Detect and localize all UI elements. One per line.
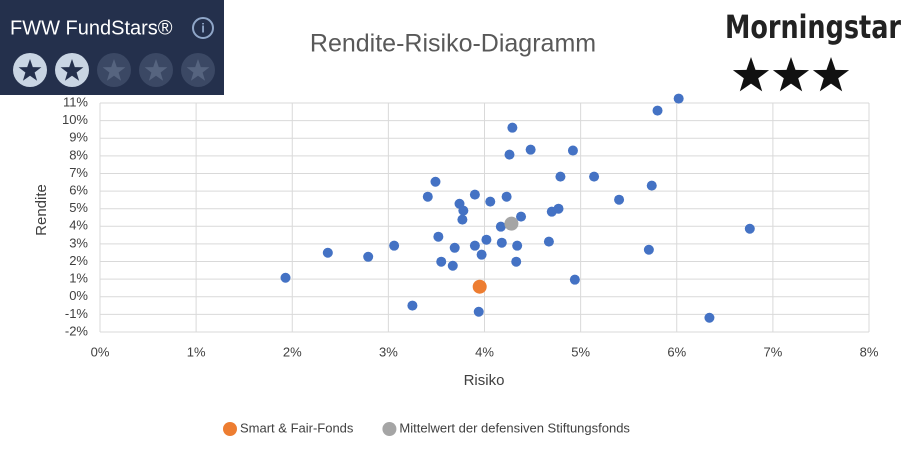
y-tick-label: -2%	[65, 323, 89, 338]
point	[652, 105, 663, 116]
point	[389, 240, 400, 251]
point	[469, 240, 480, 251]
point	[481, 234, 492, 245]
point	[507, 122, 518, 133]
y-tick-label: 5%	[69, 200, 88, 215]
x-tick-label: 5%	[571, 344, 590, 359]
morningstar-title: Morningstar	[725, 8, 902, 46]
point	[553, 203, 564, 214]
x-tick-label: 6%	[667, 344, 686, 359]
point	[704, 312, 715, 323]
point	[673, 93, 684, 104]
legend-marker	[382, 422, 397, 436]
y-tick-label: -1%	[65, 306, 89, 321]
point	[569, 274, 580, 285]
point	[555, 171, 566, 182]
morningstar-star	[812, 57, 850, 92]
y-tick-label: 0%	[69, 288, 88, 303]
info-icon-i: i	[201, 20, 205, 35]
point	[614, 194, 625, 205]
point	[407, 300, 418, 311]
y-tick-label: 6%	[69, 183, 88, 198]
point	[457, 214, 468, 225]
legend-label: Smart & Fair-Fonds	[240, 420, 354, 435]
point	[589, 171, 600, 182]
point	[516, 211, 527, 222]
point	[511, 256, 522, 267]
x-axis-label: Risiko	[464, 372, 505, 389]
y-tick-label: 1%	[69, 271, 88, 286]
fww-star	[144, 59, 168, 81]
point	[504, 149, 515, 160]
y-tick-label: 2%	[69, 253, 88, 268]
fww-star	[60, 59, 84, 81]
point	[501, 191, 512, 202]
point	[469, 189, 480, 200]
y-tick-label: 3%	[69, 235, 88, 250]
point	[495, 221, 506, 232]
x-tick-label: 4%	[475, 344, 494, 359]
point	[436, 256, 447, 267]
point	[525, 144, 536, 155]
point	[363, 251, 374, 262]
point	[472, 279, 487, 294]
point	[543, 236, 554, 247]
point	[473, 306, 484, 317]
y-tick-label: 10%	[62, 112, 88, 127]
point	[449, 242, 460, 253]
y-tick-label: 8%	[69, 147, 88, 162]
y-axis-label: Rendite	[33, 184, 50, 236]
y-tick-label: 4%	[69, 218, 88, 233]
point	[433, 231, 444, 242]
point	[458, 205, 469, 216]
x-tick-label: 3%	[379, 344, 398, 359]
y-tick-label: 11%	[63, 94, 88, 109]
point	[744, 223, 755, 234]
fww-star	[102, 59, 126, 81]
point	[422, 191, 433, 202]
legend-label: Mittelwert der defensiven Stiftungsfonds	[399, 420, 630, 435]
point	[322, 247, 333, 258]
point	[430, 176, 441, 187]
point	[643, 244, 654, 255]
point	[280, 272, 291, 283]
point	[512, 240, 523, 251]
point	[485, 196, 496, 207]
x-tick-label: 7%	[763, 344, 782, 359]
fww-star	[18, 59, 42, 81]
x-tick-label: 1%	[187, 344, 206, 359]
morningstar-star	[732, 57, 770, 92]
point	[567, 145, 578, 156]
x-tick-label: 2%	[283, 344, 302, 359]
point	[447, 260, 458, 271]
info-icon[interactable]	[192, 17, 214, 39]
point	[646, 180, 657, 191]
point	[476, 249, 487, 260]
chart-title: Rendite-Risiko-Diagramm	[310, 30, 596, 58]
morningstar-star	[772, 57, 810, 92]
point	[496, 237, 507, 248]
point	[504, 216, 519, 231]
y-tick-label: 7%	[69, 165, 88, 180]
y-tick-label: 9%	[69, 130, 88, 145]
fww-title: FWW FundStars®	[10, 17, 173, 39]
x-tick-label: 0%	[91, 344, 110, 359]
legend-marker	[223, 422, 237, 436]
fww-star	[186, 59, 210, 81]
x-tick-label: 8%	[860, 344, 879, 359]
